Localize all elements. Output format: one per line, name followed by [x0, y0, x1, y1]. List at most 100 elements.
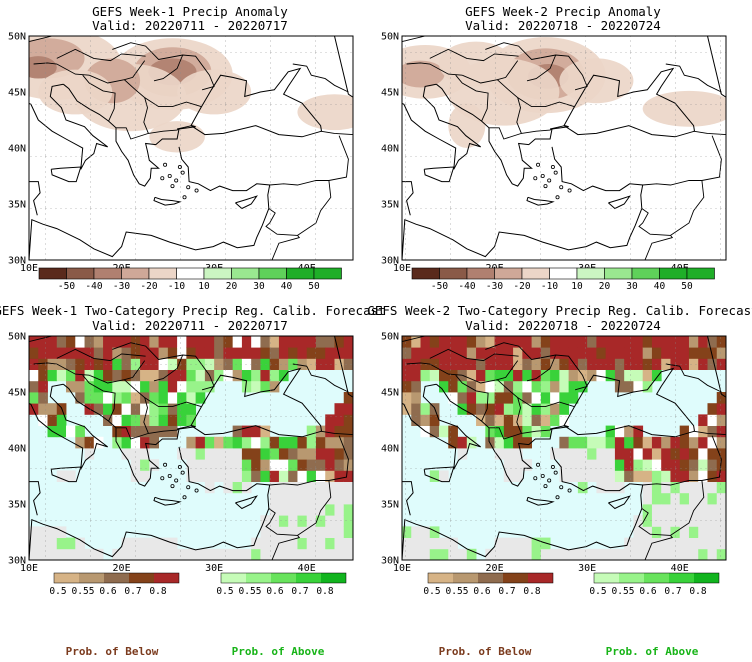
colorbar-swatch [604, 267, 633, 280]
prob-colorbar-swatch [154, 573, 179, 583]
colorbar-swatch [631, 267, 660, 280]
colorbar-swatch [521, 267, 550, 280]
lat-tick-label: 30N [381, 256, 399, 267]
colorbar-swatch [93, 267, 122, 280]
panel4-title: GEFS Week-2 Two-Category Precip Reg. Cal… [367, 303, 752, 318]
colorbar-swatch [439, 267, 468, 280]
lat-tick-label: 50N [381, 32, 399, 43]
colorbar-label: 30 [626, 281, 638, 292]
gridlines [402, 36, 726, 260]
colorbar-label: -20 [140, 281, 157, 292]
prob-colorbar-label: 0.7 [498, 586, 515, 597]
lat-tick-label: 50N [8, 332, 26, 343]
colorbar-label: -40 [85, 281, 102, 292]
prob-colorbar-label: 0.8 [149, 586, 166, 597]
coastline [16, 416, 24, 433]
lat-tick-label: 30N [381, 556, 399, 567]
prob-colorbar-swatch [54, 573, 79, 583]
panel3-valid: Valid: 20220711 - 20220717 [92, 318, 288, 333]
prob-colorbar-swatch [104, 573, 129, 583]
prob-colorbar-label: 0.6 [639, 586, 656, 597]
prob-colorbar-swatch [296, 573, 321, 583]
prob-colorbar-swatch [453, 573, 478, 583]
lat-tick-label: 30N [8, 256, 26, 267]
gridlines [29, 336, 353, 560]
prob-colorbar-label: 0.55 [446, 586, 469, 597]
colorbar-swatch [659, 267, 688, 280]
colorbar-label: 40 [281, 281, 293, 292]
prob-colorbar-frame [220, 572, 347, 584]
coastline [389, 416, 397, 433]
lon-tick-label: 30E [205, 563, 223, 574]
prob-above-colorbar-week1: 0.5 0.55 0.6 0.7 0.8 [216, 572, 347, 597]
colorbar-swatch [231, 267, 260, 280]
colorbar-label: 50 [308, 281, 320, 292]
colorbar-label: -30 [113, 281, 130, 292]
colorbar-label: 10 [198, 281, 210, 292]
prob-colorbar-label: 0.6 [266, 586, 283, 597]
colorbar-label: 40 [654, 281, 666, 292]
coastline [389, 116, 397, 133]
lat-tick-label: 40N [381, 444, 399, 455]
lat-tick-label: 40N [8, 444, 26, 455]
prob-above-label-week1: Prob. of Above [232, 645, 325, 658]
prob-colorbar-swatch [271, 573, 296, 583]
map-frame [401, 35, 727, 261]
lat-tick-label: 45N [381, 88, 399, 99]
colorbar-swatch [466, 267, 495, 280]
colorbar-swatch [286, 267, 315, 280]
prob-colorbar-frame [593, 572, 720, 584]
coastline [16, 116, 24, 133]
panel2-valid: Valid: 20220718 - 20220724 [465, 18, 661, 33]
lon-tick-label: 10E [20, 563, 38, 574]
colorbar-label: 20 [599, 281, 611, 292]
prob-below-label-week2: Prob. of Below [439, 645, 532, 658]
colorbar-swatch [148, 267, 177, 280]
lon-tick-label: 40E [298, 563, 316, 574]
prob-colorbar-frame [427, 572, 554, 584]
lat-tick-label: 45N [8, 88, 26, 99]
prob-colorbar-label: 0.5 [216, 586, 233, 597]
lon-tick-label: 10E [393, 563, 411, 574]
colorbar-label: 30 [253, 281, 265, 292]
prob-colorbar-label: 0.55 [72, 586, 95, 597]
prob-colorbar-label: 0.6 [473, 586, 490, 597]
prob-below-label-week1: Prob. of Below [66, 645, 159, 658]
colorbar-label: 50 [681, 281, 693, 292]
lat-tick-label: 50N [8, 32, 26, 43]
colorbar-swatch [258, 267, 287, 280]
prob-below-colorbar-week2: 0.5 0.55 0.6 0.7 0.8 [423, 572, 554, 597]
colorbar-label: -10 [541, 281, 558, 292]
colorbar-label: -50 [58, 281, 75, 292]
anomaly-colorbar-week1: -50 -40 -30 -20 -10 10 20 30 40 50 [38, 267, 342, 292]
prob-colorbar-swatch [644, 573, 669, 583]
colorbar-swatch [176, 267, 205, 280]
lon-tick-label: 20E [113, 563, 131, 574]
colorbar-label: -30 [486, 281, 503, 292]
prob-below-colorbar-week1: 0.5 0.55 0.6 0.7 0.8 [49, 572, 180, 597]
colorbar-swatch [494, 267, 523, 280]
colorbar-swatch [121, 267, 150, 280]
colorbar-swatch [203, 267, 232, 280]
lat-tick-label: 40N [381, 144, 399, 155]
prob-colorbar-swatch [528, 573, 553, 583]
prob-colorbar-swatch [129, 573, 154, 583]
prob-colorbar-swatch [694, 573, 719, 583]
prob-colorbar-swatch [594, 573, 619, 583]
prob-colorbar-label: 0.55 [239, 586, 262, 597]
anomaly-colorbar-week2: -50 -40 -30 -20 -10 10 20 30 40 50 [411, 267, 715, 292]
map-frame [28, 35, 354, 261]
lat-tick-label: 35N [381, 200, 399, 211]
prob-colorbar-label: 0.6 [99, 586, 116, 597]
prob-colorbar-swatch [619, 573, 644, 583]
panel2-title: GEFS Week-2 Precip Anomaly [465, 4, 661, 19]
colorbar-label: -40 [458, 281, 475, 292]
prob-colorbar-label: 0.5 [49, 586, 66, 597]
colorbar-swatch [313, 267, 342, 280]
map-frame [401, 335, 727, 561]
panel3-title: GEFS Week-1 Two-Category Precip Reg. Cal… [0, 303, 386, 318]
